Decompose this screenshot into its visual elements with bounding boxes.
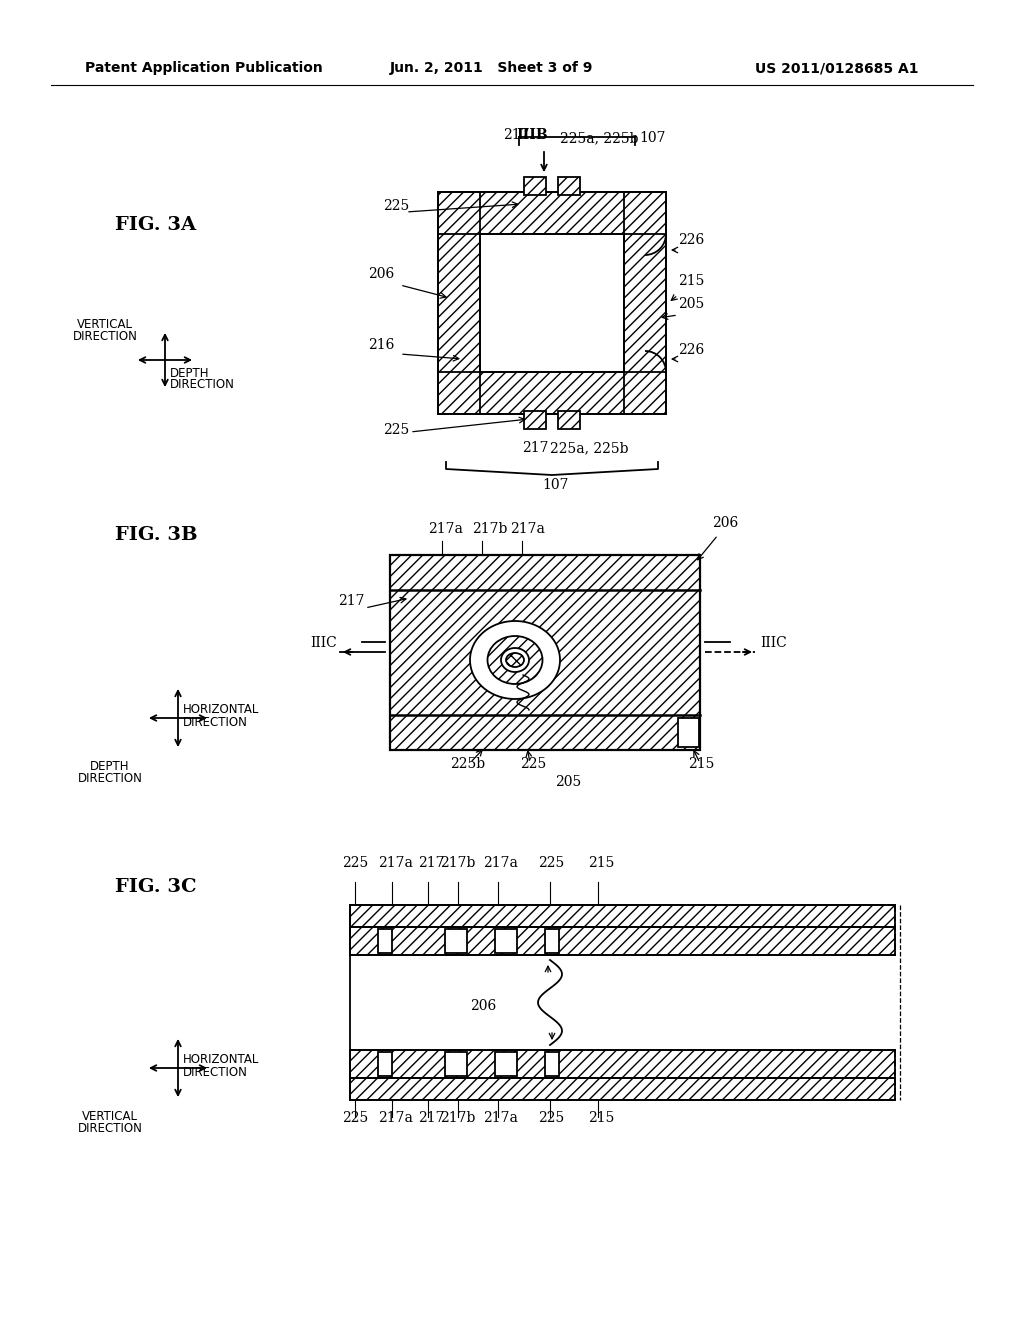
Text: DIRECTION: DIRECTION [183,715,248,729]
Text: 217: 217 [522,441,549,455]
Text: 107: 107 [639,131,666,145]
Text: 217a: 217a [378,1111,413,1125]
Bar [445,929,467,953]
Text: 225: 225 [342,855,369,870]
Text: 205: 205 [678,297,705,312]
Bar [350,1078,895,1100]
Text: DEPTH: DEPTH [90,760,130,774]
Text: 217a: 217a [378,855,413,870]
Text: DIRECTION: DIRECTION [78,1122,142,1135]
Bar [678,718,699,747]
Text: 206: 206 [470,999,497,1012]
Bar [545,929,559,953]
Bar [558,177,580,195]
Ellipse shape [470,620,560,700]
Bar [438,191,666,414]
Text: 226: 226 [678,343,705,356]
Bar [495,1052,517,1076]
Text: DIRECTION: DIRECTION [73,330,137,343]
Text: FIG. 3C: FIG. 3C [115,878,197,896]
Text: 217a: 217a [483,1111,518,1125]
Text: DIRECTION: DIRECTION [183,1067,248,1078]
Bar [480,234,624,372]
Text: 206: 206 [368,267,394,281]
Bar [390,554,700,750]
Ellipse shape [487,636,543,684]
Text: 217: 217 [504,128,530,143]
Text: 107: 107 [542,478,568,492]
Text: DIRECTION: DIRECTION [170,378,234,391]
Text: VERTICAL: VERTICAL [82,1110,138,1123]
Text: 225: 225 [342,1111,369,1125]
Text: US 2011/0128685 A1: US 2011/0128685 A1 [755,61,919,75]
Bar [445,1052,467,1076]
Text: 217: 217 [338,594,365,609]
Text: 225a, 225b: 225a, 225b [560,131,639,145]
Bar [495,929,517,953]
Text: 225b: 225b [450,756,485,771]
Text: DEPTH: DEPTH [170,367,210,380]
Bar [545,1052,559,1076]
Bar [438,191,666,414]
Text: HORIZONTAL: HORIZONTAL [183,704,259,715]
Text: 217a: 217a [510,521,545,536]
Text: VERTICAL: VERTICAL [77,318,133,331]
Text: FIG. 3A: FIG. 3A [115,216,197,234]
Text: HORIZONTAL: HORIZONTAL [183,1053,259,1067]
Bar [350,906,895,927]
Text: 217: 217 [418,1111,444,1125]
Text: Patent Application Publication: Patent Application Publication [85,61,323,75]
Text: 215: 215 [588,1111,614,1125]
Text: Jun. 2, 2011   Sheet 3 of 9: Jun. 2, 2011 Sheet 3 of 9 [390,61,593,75]
Text: 225: 225 [383,422,410,437]
Text: 217a: 217a [483,855,518,870]
Text: 217b: 217b [440,1111,475,1125]
Bar [390,554,700,750]
Bar [524,177,546,195]
Text: 205: 205 [555,775,582,789]
Text: 215: 215 [688,756,715,771]
Text: IIIB: IIIB [516,128,548,143]
Text: 225: 225 [520,756,546,771]
Text: 225: 225 [538,855,564,870]
Text: 206: 206 [712,516,738,531]
Text: 225: 225 [538,1111,564,1125]
Text: 215: 215 [588,855,614,870]
Text: 217a: 217a [428,521,463,536]
Ellipse shape [506,653,524,667]
Text: 225a, 225b: 225a, 225b [550,441,629,455]
Ellipse shape [501,648,529,672]
Text: 217: 217 [418,855,444,870]
Bar [350,1049,895,1078]
Bar [378,929,392,953]
Text: IIIC: IIIC [310,636,337,649]
Text: DIRECTION: DIRECTION [78,772,142,785]
Text: FIG. 3B: FIG. 3B [115,525,198,544]
Text: 217b: 217b [440,855,475,870]
Text: 217b: 217b [472,521,507,536]
Bar [524,411,546,429]
Text: 215: 215 [678,275,705,288]
Text: IIIC: IIIC [760,636,786,649]
Text: 216: 216 [368,338,394,352]
Bar [350,927,895,954]
Bar [378,1052,392,1076]
Text: 225: 225 [383,199,410,213]
Bar [558,411,580,429]
Text: 226: 226 [678,234,705,247]
